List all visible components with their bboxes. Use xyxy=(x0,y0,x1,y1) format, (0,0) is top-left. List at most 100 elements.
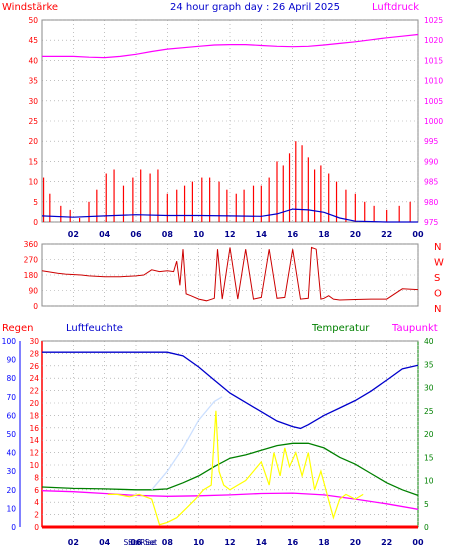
direction-label: O xyxy=(434,289,442,300)
panel2-tick: 180 xyxy=(24,271,39,280)
rain-tick: 12 xyxy=(29,449,39,458)
panel1-left-tick: 45 xyxy=(28,36,38,45)
panel1-left-tick: 25 xyxy=(28,117,38,126)
series-0-line xyxy=(42,351,419,430)
humidity-tick: 20 xyxy=(6,486,16,495)
sunrise-label: Sun Rise xyxy=(123,538,156,547)
panel3-x-tick: 14 xyxy=(256,538,268,547)
temperature-tick: 0 xyxy=(424,523,429,532)
humidity-tick: 60 xyxy=(6,411,16,420)
humidity-tick: 90 xyxy=(6,356,16,365)
wind-title: Windstärke xyxy=(2,2,58,13)
humidity-tick: 40 xyxy=(6,449,16,458)
panel1-left-tick: 5 xyxy=(33,198,38,207)
direction-label: W xyxy=(434,258,444,269)
panel2-tick: 0 xyxy=(33,302,38,311)
temperature-tick: 35 xyxy=(424,360,434,369)
humidity-tick: 0 xyxy=(11,523,16,532)
temperature-tick: 40 xyxy=(424,337,434,346)
series-1-line xyxy=(41,442,419,497)
panel1-x-tick: 00 xyxy=(412,230,424,239)
panel1-left-tick: 20 xyxy=(28,137,38,146)
rain-tick: 22 xyxy=(29,387,39,396)
panel3-x-tick: 00 xyxy=(412,538,424,547)
temperature-title: Temperatur xyxy=(311,323,370,334)
panel3-x-tick: 04 xyxy=(99,538,111,547)
panel1-x-tick: 10 xyxy=(193,230,205,239)
temperature-tick: 25 xyxy=(424,407,434,416)
panel2-tick: 90 xyxy=(28,287,38,296)
panel1-x-tick: 02 xyxy=(68,230,79,239)
panel1-left-tick: 40 xyxy=(28,56,38,65)
panel1-x-tick: 22 xyxy=(381,230,392,239)
pressure-line xyxy=(42,33,419,59)
panel1-left-tick: 50 xyxy=(28,16,38,25)
chart-title: 24 hour graph day : 26 April 2025 xyxy=(170,2,340,13)
wind-direction-line xyxy=(41,246,419,302)
panel1-x-tick: 12 xyxy=(224,230,235,239)
humidity-tick: 100 xyxy=(2,337,17,346)
panel3-x-tick: 06 xyxy=(130,538,142,547)
panel1-x-tick: 08 xyxy=(162,230,174,239)
rain-tick: 14 xyxy=(29,436,39,445)
panel1-left-tick: 0 xyxy=(33,218,38,227)
panel3-x-tick: 16 xyxy=(287,538,299,547)
temperature-tick: 5 xyxy=(424,500,429,509)
panel1-x-tick: 14 xyxy=(256,230,268,239)
panel1-right-tick: 1010 xyxy=(424,77,443,86)
panel1-right-tick: 1000 xyxy=(424,117,443,126)
rain-tick: 8 xyxy=(34,473,39,482)
panel1-x-tick: 18 xyxy=(318,230,330,239)
panel3-x-tick: 22 xyxy=(381,538,392,547)
panel1-x-tick: 04 xyxy=(99,230,111,239)
rain-tick: 10 xyxy=(29,461,39,470)
temperature-tick: 30 xyxy=(424,384,434,393)
rain-tick: 16 xyxy=(29,424,39,433)
pressure-title: Luftdruck xyxy=(372,2,419,13)
dewpoint-title: Taupunkt xyxy=(391,323,438,334)
rain-tick: 18 xyxy=(29,411,39,420)
panel3-x-tick: 02 xyxy=(68,538,79,547)
rain-tick: 20 xyxy=(29,399,39,408)
panel1-left-tick: 15 xyxy=(28,157,38,166)
panel1-x-tick: 16 xyxy=(287,230,299,239)
rain-tick: 28 xyxy=(29,349,39,358)
humidity-tick: 80 xyxy=(6,374,16,383)
temperature-tick: 20 xyxy=(424,430,434,439)
panel3-x-tick: 08 xyxy=(162,538,174,547)
panel1-right-tick: 975 xyxy=(424,218,439,227)
series-3-line xyxy=(107,410,364,526)
direction-label: S xyxy=(434,273,440,284)
rain-tick: 4 xyxy=(34,498,39,507)
panel1-right-tick: 995 xyxy=(424,137,439,146)
rain-tick: 24 xyxy=(29,374,39,383)
panel3-x-tick: 12 xyxy=(224,538,235,547)
panel3-x-tick: 20 xyxy=(350,538,362,547)
wind-avg-line xyxy=(41,208,418,223)
temperature-tick: 10 xyxy=(424,477,434,486)
sunset-label: Sun Set xyxy=(128,538,157,547)
panel2-tick: 270 xyxy=(24,256,39,265)
humidity-tick: 50 xyxy=(6,430,16,439)
panel1-right-tick: 990 xyxy=(424,157,439,166)
humidity-tick: 30 xyxy=(6,467,16,476)
direction-label: N xyxy=(434,242,441,253)
panel1-x-tick: 06 xyxy=(130,230,142,239)
rain-tick: 26 xyxy=(29,362,39,371)
rain-tick: 0 xyxy=(34,523,39,532)
rain-tick: 30 xyxy=(29,337,39,346)
panel3-x-tick: 18 xyxy=(318,538,330,547)
panel1-right-tick: 1025 xyxy=(424,16,443,25)
series-4-line xyxy=(151,396,223,491)
panel1-left-tick: 35 xyxy=(28,77,38,86)
panel3-x-tick: 10 xyxy=(193,538,205,547)
panel2-tick: 360 xyxy=(24,240,39,249)
rain-tick: 6 xyxy=(34,486,39,495)
panel1-right-tick: 1020 xyxy=(424,36,443,45)
humidity-tick: 10 xyxy=(6,504,16,513)
rain-tick: 2 xyxy=(34,511,39,520)
panel1-x-tick: 20 xyxy=(350,230,362,239)
panel1-right-tick: 985 xyxy=(424,178,439,187)
